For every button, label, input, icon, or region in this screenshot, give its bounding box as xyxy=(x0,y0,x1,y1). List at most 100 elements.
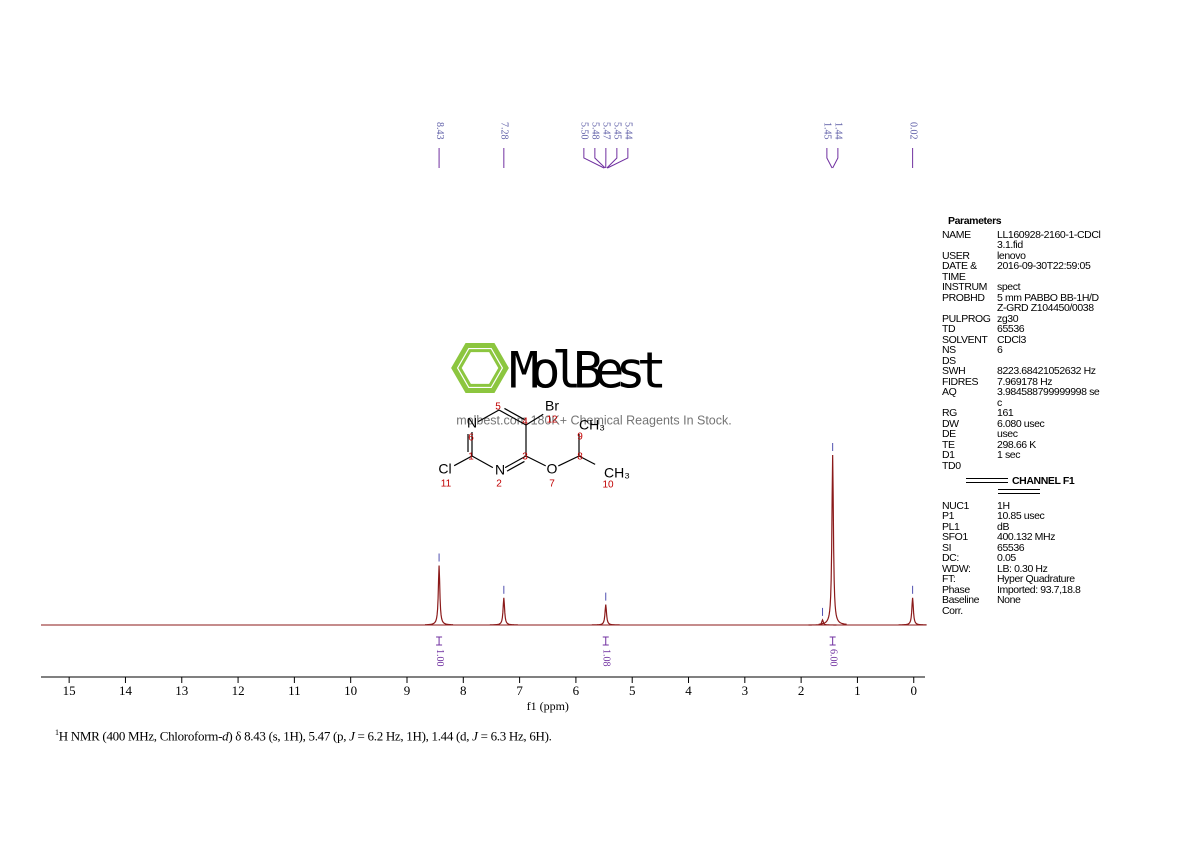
x-tick-label: 9 xyxy=(404,683,411,698)
atom-label: Cl xyxy=(438,461,451,477)
caption-text: J xyxy=(349,728,355,744)
parameter-row: P1 10.85 usec xyxy=(942,511,1102,522)
parameter-key: DC: xyxy=(942,552,959,564)
bond xyxy=(525,413,544,426)
peak xyxy=(818,454,847,625)
bond xyxy=(504,455,527,469)
parameter-value: 65536 xyxy=(997,541,1025,554)
atom-number: 11 xyxy=(441,479,452,490)
atom-label: N xyxy=(467,415,477,431)
x-tick-label: 12 xyxy=(232,683,245,698)
bond xyxy=(471,455,494,469)
parameter-row: TE 298.66 K xyxy=(942,439,1102,451)
peak-label-connector xyxy=(583,148,605,169)
peak-label: 5.47 xyxy=(601,122,612,140)
peak-label-connector xyxy=(607,148,629,169)
parameter-value: LB: 0.30 Hz xyxy=(997,562,1048,575)
parameter-value: 1H xyxy=(997,499,1010,512)
parameter-row: PL1 dB xyxy=(942,520,1102,533)
x-tick-label: 8 xyxy=(460,683,467,698)
x-tick-label: 10 xyxy=(344,683,357,698)
parameter-value: 5 mm PABBO BB-1H/D Z-GRD Z104450/0038 xyxy=(997,291,1099,314)
atom-number: 7 xyxy=(549,479,555,490)
parameter-key: NAME xyxy=(942,228,971,241)
peak-label-connector xyxy=(594,148,606,169)
parameter-key: Phase xyxy=(942,583,970,596)
parameter-value: 10.85 usec xyxy=(997,510,1045,522)
parameter-row: DW 6.080 usec xyxy=(942,418,1102,430)
parameter-value: 1 sec xyxy=(997,449,1021,461)
parameter-key: INSTRUM xyxy=(942,281,988,293)
parameter-row: DE usec xyxy=(942,429,1102,440)
integral-bracket xyxy=(436,636,443,646)
caption-text: 1 xyxy=(55,728,59,737)
x-tick-label: 15 xyxy=(63,683,76,698)
bond xyxy=(477,409,500,423)
parameter-row: DS xyxy=(942,355,1102,367)
parameter-value: 2016-09-30T22:59:05 xyxy=(997,260,1091,272)
parameter-key: FT: xyxy=(942,573,956,585)
logo-hexagon-inner xyxy=(458,349,502,387)
peak xyxy=(898,597,927,626)
parameter-key: DATE & TIME xyxy=(942,260,977,283)
parameter-row: SFO1 400.132 MHz xyxy=(942,532,1102,543)
x-tick-label: 13 xyxy=(175,683,188,698)
bond xyxy=(498,409,527,426)
x-tick-label: 11 xyxy=(288,683,301,698)
parameter-value: dB xyxy=(997,520,1010,533)
parameter-value: 161 xyxy=(997,407,1014,419)
parameter-row: INSTRUM spect xyxy=(942,282,1102,293)
caption-text: ) δ 8.43 (s, 1H), 5.47 (p, xyxy=(228,728,350,744)
parameter-row: RG 161 xyxy=(942,408,1102,419)
peak xyxy=(425,565,454,626)
atom-label: N xyxy=(495,462,505,478)
integral-label: 6.00 xyxy=(827,649,838,667)
atom-number: 12 xyxy=(546,415,558,426)
parameter-key: DE xyxy=(942,428,956,440)
channel-heading: CHANNEL F1 xyxy=(966,476,1102,494)
peak-label: 0.02 xyxy=(907,122,918,140)
peak-label-connector xyxy=(832,148,839,169)
parameter-value: 7.969178 Hz xyxy=(997,375,1053,388)
peak-label: 5.44 xyxy=(623,122,634,140)
atom-number: 4 xyxy=(522,417,528,428)
atom-label: CH₃ xyxy=(579,417,605,433)
atom-number: 1 xyxy=(468,452,474,463)
parameter-key: D1 xyxy=(942,449,955,461)
parameter-value: LL160928-2160-1-CDCl3.1.fid xyxy=(997,228,1101,251)
parameter-row: NS 6 xyxy=(942,345,1102,356)
atom-number: 2 xyxy=(496,479,502,490)
parameter-value: None xyxy=(997,594,1021,606)
caption-text: J xyxy=(472,728,478,744)
atom-label: CH₃ xyxy=(604,465,630,481)
bond xyxy=(558,455,580,467)
parameter-value: CDCl3 xyxy=(997,333,1026,346)
parameter-key: FIDRES xyxy=(942,375,979,388)
parameter-key: NUC1 xyxy=(942,499,969,512)
atom-number: 3 xyxy=(522,452,528,463)
parameter-row: TD0 xyxy=(942,460,1102,472)
atom-number: 9 xyxy=(577,432,583,443)
parameter-row: DATE & TIME 2016-09-30T22:59:05 xyxy=(942,261,1102,282)
bond xyxy=(453,455,473,467)
parameter-key: PROBHD xyxy=(942,291,985,304)
parameter-key: AQ xyxy=(942,386,957,398)
atom-number: 5 xyxy=(495,402,501,413)
parameter-value: 0.05 xyxy=(997,552,1016,564)
atom-number: 10 xyxy=(602,480,614,491)
x-tick-label: 3 xyxy=(742,683,749,698)
parameter-key: PULPROG xyxy=(942,312,991,325)
peak-label-connector xyxy=(606,148,618,169)
parameter-key: PL1 xyxy=(942,520,960,533)
x-tick-label: 5 xyxy=(629,683,636,698)
peak-label: 5.50 xyxy=(579,122,590,140)
peak xyxy=(808,618,837,626)
integral-bracket xyxy=(829,636,836,646)
parameters-panel: Parameters NAME LL160928-2160-1-CDCl3.1.f… xyxy=(942,216,1102,616)
peak-label: 5.45 xyxy=(612,122,623,140)
parameter-value: lenovo xyxy=(997,249,1026,262)
parameter-value: 6 xyxy=(997,344,1003,356)
caption-text: = 6.2 Hz, 1H), 1.44 (d, xyxy=(354,728,473,744)
